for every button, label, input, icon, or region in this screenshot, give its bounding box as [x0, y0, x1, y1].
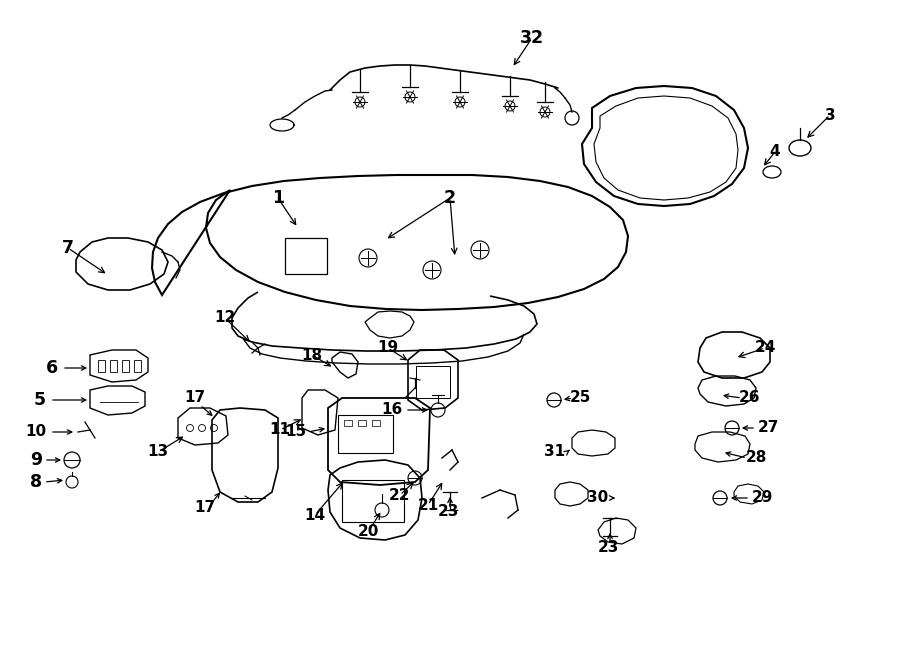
Bar: [342, 480, 404, 522]
Text: 15: 15: [285, 424, 307, 440]
Text: 12: 12: [214, 311, 236, 325]
Text: 27: 27: [757, 420, 778, 436]
Text: 17: 17: [194, 500, 216, 516]
Bar: [110, 360, 117, 372]
Bar: [372, 420, 380, 426]
Text: 20: 20: [357, 524, 379, 539]
Text: 6: 6: [46, 359, 58, 377]
Text: 17: 17: [184, 391, 205, 405]
Bar: [98, 360, 105, 372]
Text: 29: 29: [752, 490, 773, 506]
Text: 22: 22: [389, 488, 410, 502]
Bar: [285, 238, 327, 274]
Text: 31: 31: [544, 444, 565, 459]
Text: 18: 18: [302, 348, 322, 362]
Text: 23: 23: [598, 541, 618, 555]
Text: 32: 32: [520, 29, 544, 47]
Text: 19: 19: [377, 340, 399, 356]
Text: 9: 9: [30, 451, 42, 469]
Bar: [338, 415, 393, 453]
Text: 26: 26: [739, 391, 760, 405]
Text: 3: 3: [824, 108, 835, 122]
Text: 25: 25: [570, 391, 590, 405]
Bar: [122, 360, 129, 372]
Bar: [134, 360, 141, 372]
Text: 10: 10: [25, 424, 47, 440]
Text: 2: 2: [444, 189, 456, 207]
Text: 11: 11: [269, 422, 291, 438]
Text: 5: 5: [34, 391, 46, 409]
Text: 30: 30: [588, 490, 608, 506]
Text: 24: 24: [754, 340, 776, 356]
Text: 8: 8: [30, 473, 42, 491]
Text: 21: 21: [418, 498, 438, 512]
Text: 16: 16: [382, 403, 402, 418]
Text: 13: 13: [148, 444, 168, 459]
Text: 23: 23: [437, 504, 459, 520]
Text: 28: 28: [745, 451, 767, 465]
Text: 4: 4: [770, 145, 780, 159]
Bar: [358, 420, 366, 426]
Text: 14: 14: [304, 508, 326, 522]
Bar: [344, 420, 352, 426]
Bar: [416, 366, 450, 398]
Text: 7: 7: [62, 239, 74, 257]
Text: 1: 1: [272, 189, 284, 207]
